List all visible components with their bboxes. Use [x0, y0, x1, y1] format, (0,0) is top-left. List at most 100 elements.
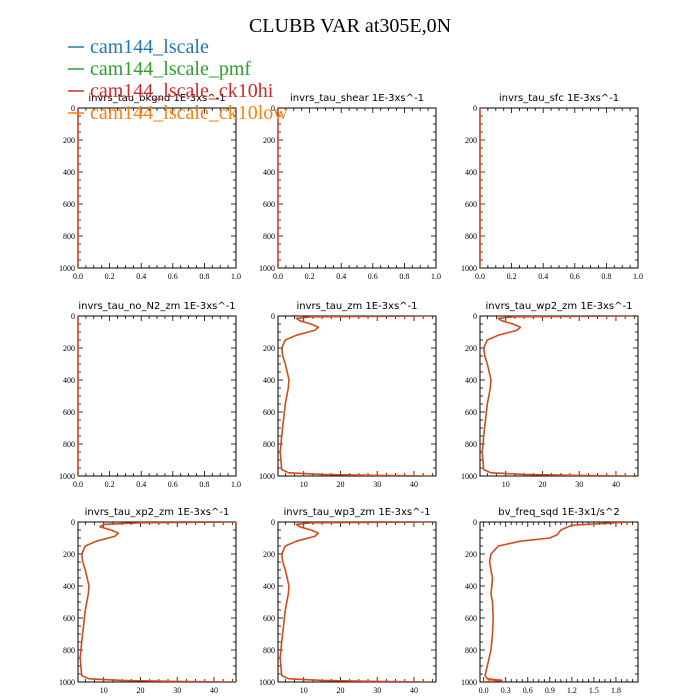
y-tick-label: 600	[263, 614, 275, 623]
y-tick-label: 800	[263, 646, 275, 655]
plot-frame	[479, 521, 639, 683]
y-tick-label: 600	[465, 408, 477, 417]
panel-grid: invrs_tau_bkgnd 1E-3xs^-1020040060080010…	[59, 93, 643, 695]
y-tick-label: 1000	[461, 264, 477, 273]
x-tick-label: 10	[100, 686, 108, 695]
x-tick-label: 0.4	[538, 272, 548, 281]
y-tick-label: 0	[473, 518, 477, 527]
plot-frame	[77, 107, 237, 269]
y-tick-label: 0	[71, 104, 75, 113]
x-tick-label: 0.0	[479, 686, 489, 695]
legend-label: cam144_lscale_pmf	[90, 58, 251, 80]
plot-frame	[277, 521, 437, 683]
legend-label: cam144_lscale	[90, 36, 209, 58]
legend: cam144_lscalecam144_lscale_pmfcam144_lsc…	[68, 36, 288, 124]
legend-entry: cam144_lscale_ck10low	[68, 102, 288, 124]
y-tick-label: 0	[473, 312, 477, 321]
x-tick-label: 20	[538, 480, 546, 489]
series-line	[79, 522, 236, 682]
panel-4: invrs_tau_no_N2_zm 1E-3xs^-10 200 400 600 80…	[59, 301, 241, 489]
legend-label: cam144_lscale_ck10hi	[90, 80, 274, 102]
x-tick-label: 0.3	[501, 686, 511, 695]
panel-title: invrs_tau_no_N2_zm 1E-3xs^-1	[78, 301, 235, 312]
panel-title: invrs_tau_xp2_zm 1E-3xs^-1	[85, 507, 230, 518]
y-tick-label: 0	[71, 312, 75, 321]
y-tick-label: 1000	[59, 678, 75, 687]
x-tick-label: 30	[173, 686, 181, 695]
y-tick-label: 1000	[259, 678, 275, 687]
legend-entry: cam144_lscale_pmf	[68, 58, 251, 80]
y-tick-label: 800	[465, 646, 477, 655]
x-tick-label: 40	[410, 480, 418, 489]
y-tick-label: 600	[465, 200, 477, 209]
x-tick-label: 0.0	[73, 272, 83, 281]
x-tick-label: 10	[502, 480, 510, 489]
y-tick-label: 1000	[461, 472, 477, 481]
x-tick-label: 0.2	[305, 272, 315, 281]
y-tick-label: 200	[63, 344, 75, 353]
y-tick-label: 800	[263, 232, 275, 241]
figure-title: CLUBB VAR at305E,0N	[249, 15, 451, 37]
y-tick-label: 1000	[59, 264, 75, 273]
plot-frame	[277, 315, 437, 477]
panel-7: invrs_tau_xp2_zm 1E-3xs^-1 0 200 400 600 800 1…	[59, 507, 237, 695]
x-tick-label: 0.0	[73, 480, 83, 489]
y-tick-label: 400	[263, 376, 275, 385]
series-line	[279, 522, 433, 682]
panel-title: invrs_tau_wp2_zm 1E-3xs^-1	[486, 301, 633, 312]
x-tick-label: 0.9	[545, 686, 555, 695]
x-tick-label: 0.8	[199, 272, 209, 281]
x-tick-label: 0.6	[368, 272, 378, 281]
y-tick-label: 200	[63, 550, 75, 559]
y-tick-label: 600	[263, 408, 275, 417]
y-tick-label: 1000	[59, 472, 75, 481]
x-tick-label: 30	[575, 480, 583, 489]
plot-frame	[479, 315, 639, 477]
y-tick-label: 800	[465, 440, 477, 449]
y-tick-label: 1000	[259, 472, 275, 481]
panel-title: bv_freq_sqd 1E-3x1/s^2	[498, 507, 620, 518]
x-tick-label: 0.2	[105, 480, 115, 489]
y-tick-label: 200	[263, 344, 275, 353]
x-tick-label: 1.8	[611, 686, 621, 695]
x-tick-label: 0.0	[273, 272, 283, 281]
panel-9: bv_freq_sqd 1E-3x1/s^2020040060080010000…	[461, 507, 639, 695]
x-tick-label: 20	[336, 480, 344, 489]
series-line	[481, 316, 635, 476]
y-tick-label: 400	[465, 168, 477, 177]
x-tick-label: 1.0	[231, 480, 241, 489]
x-tick-label: 1.0	[431, 272, 441, 281]
y-tick-label: 200	[263, 136, 275, 145]
y-tick-label: 0	[473, 104, 477, 113]
y-tick-label: 1000	[461, 678, 477, 687]
x-tick-label: 0.6	[570, 272, 580, 281]
x-tick-label: 0.2	[507, 272, 517, 281]
y-tick-label: 200	[465, 136, 477, 145]
x-tick-label: 0.4	[136, 272, 146, 281]
panel-title: invrs_tau_sfc 1E-3xs^-1	[499, 93, 619, 104]
panel-1: invrs_tau_bkgnd 1E-3xs^-1 0 200 400 600 800 10…	[59, 93, 241, 281]
panel-8: invrs_tau_wp3_zm 1E-3xs^-1 0 200 400 600 800 1…	[259, 507, 437, 695]
x-tick-label: 40	[612, 480, 620, 489]
series-line	[483, 522, 631, 682]
y-tick-label: 0	[271, 312, 275, 321]
x-tick-label: 0.4	[336, 272, 346, 281]
y-tick-label: 800	[63, 232, 75, 241]
x-tick-label: 0.6	[523, 686, 533, 695]
y-tick-label: 1000	[259, 264, 275, 273]
x-tick-label: 1.2	[567, 686, 577, 695]
y-tick-label: 800	[63, 646, 75, 655]
plot-frame	[479, 107, 639, 269]
panel-2: invrs_tau_shear 1E-3xs^-1 0 200 400 600 800 10…	[259, 93, 441, 281]
y-tick-label: 400	[263, 168, 275, 177]
panel-title: invrs_tau_wp3_zm 1E-3xs^-1	[284, 507, 431, 518]
y-tick-label: 800	[465, 232, 477, 241]
x-tick-label: 0.6	[168, 480, 178, 489]
y-tick-label: 400	[465, 376, 477, 385]
panel-title: invrs_tau_zm 1E-3xs^-1	[296, 301, 417, 312]
x-tick-label: 0.4	[136, 480, 146, 489]
y-tick-label: 600	[63, 408, 75, 417]
x-tick-label: 30	[373, 686, 381, 695]
x-tick-label: 10	[300, 686, 308, 695]
y-tick-label: 800	[263, 440, 275, 449]
